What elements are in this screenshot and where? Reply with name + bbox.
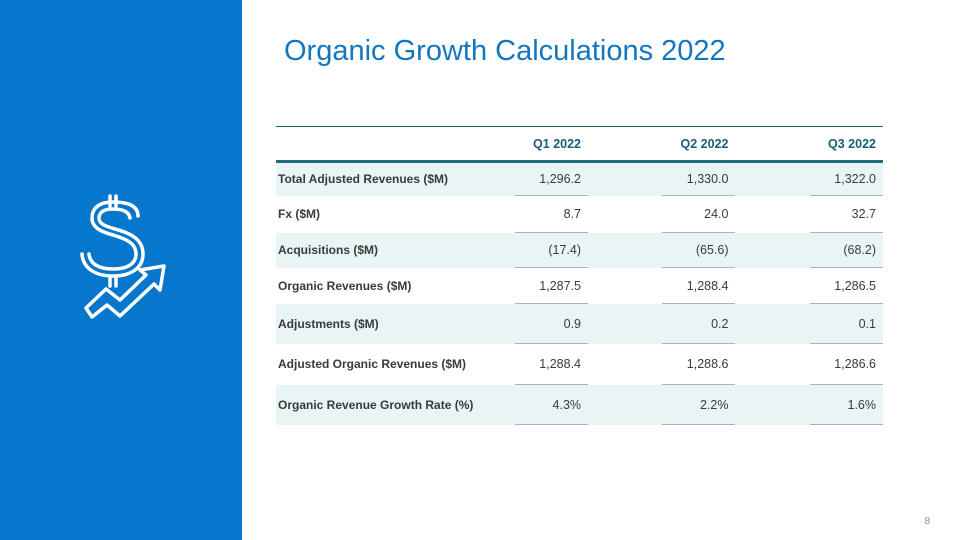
cell-spacer: [735, 384, 810, 425]
cell-q3: 1,286.5: [809, 267, 883, 304]
table-row: Adjusted Organic Revenues ($M) 1,288.4 1…: [276, 343, 883, 385]
data-table: Q1 2022 Q2 2022 Q3 2022 Total Adjusted R…: [276, 126, 883, 425]
row-label: Organic Revenue Growth Rate (%): [276, 384, 515, 425]
cell-spacer: [588, 303, 663, 344]
cell-q1: (17.4): [514, 232, 589, 268]
cell-spacer: [735, 161, 810, 196]
cell-q2: (65.6): [662, 232, 736, 268]
dollar-growth-arrow-icon: [80, 194, 166, 319]
cell-q2: 1,330.0: [662, 161, 736, 196]
table-row: Acquisitions ($M) (17.4) (65.6) (68.2): [276, 232, 883, 268]
cell-spacer: [735, 268, 809, 304]
header-spacer: [588, 127, 662, 162]
cell-spacer: [588, 232, 663, 268]
organic-growth-table: Q1 2022 Q2 2022 Q3 2022 Total Adjusted R…: [276, 126, 883, 425]
cell-q1: 4.3%: [514, 384, 589, 425]
row-label: Acquisitions ($M): [276, 232, 515, 268]
table-header-row: Q1 2022 Q2 2022 Q3 2022: [276, 126, 883, 162]
table-row: Organic Revenue Growth Rate (%) 4.3% 2.2…: [276, 384, 883, 425]
cell-spacer: [735, 303, 810, 344]
cell-spacer: [735, 232, 810, 268]
cell-q2: 24.0: [662, 195, 736, 233]
cell-q3: 0.1: [809, 303, 883, 344]
table-row: Adjustments ($M) 0.9 0.2 0.1: [276, 303, 883, 344]
cell-spacer: [588, 196, 662, 233]
cell-q1: 1,288.4: [514, 343, 589, 385]
cell-q1: 8.7: [514, 195, 589, 233]
header-q3: Q3 2022: [828, 136, 876, 151]
side-panel: [0, 0, 242, 540]
cell-q3: (68.2): [809, 232, 883, 268]
cell-spacer: [588, 161, 663, 196]
cell-q1: 1,287.5: [514, 267, 589, 304]
cell-q3: 32.7: [809, 195, 883, 233]
cell-q2: 1,288.6: [662, 343, 736, 385]
cell-q2: 2.2%: [662, 384, 736, 425]
cell-q3: 1,286.6: [809, 343, 883, 385]
cell-spacer: [588, 268, 662, 304]
table-row: Fx ($M) 8.7 24.0 32.7: [276, 195, 883, 233]
header-label: [276, 127, 515, 162]
row-label: Total Adjusted Revenues ($M): [276, 161, 515, 196]
page-title: Organic Growth Calculations 2022: [284, 35, 726, 67]
row-label: Fx ($M): [278, 207, 320, 221]
cell-spacer: [735, 344, 809, 385]
table-row: Organic Revenues ($M) 1,287.5 1,288.4 1,…: [276, 267, 883, 304]
header-q1: Q1 2022: [533, 136, 582, 151]
header-q2: Q2 2022: [680, 136, 729, 151]
page-number: 8: [924, 516, 930, 527]
row-label: Organic Revenues ($M): [278, 278, 412, 293]
cell-q1: 0.9: [514, 303, 589, 344]
table-row: Total Adjusted Revenues ($M) 1,296.2 1,3…: [276, 161, 883, 196]
cell-q2: 0.2: [662, 303, 736, 344]
row-label: Adjusted Organic Revenues ($M): [278, 357, 467, 371]
cell-q2: 1,288.4: [662, 267, 736, 304]
row-label: Adjustments ($M): [276, 303, 515, 344]
cell-spacer: [588, 384, 663, 425]
header-spacer: [735, 127, 809, 162]
cell-spacer: [735, 196, 809, 233]
cell-spacer: [588, 344, 662, 385]
cell-q1: 1,296.2: [514, 161, 589, 196]
cell-q3: 1,322.0: [809, 161, 883, 196]
cell-q3: 1.6%: [809, 384, 883, 425]
